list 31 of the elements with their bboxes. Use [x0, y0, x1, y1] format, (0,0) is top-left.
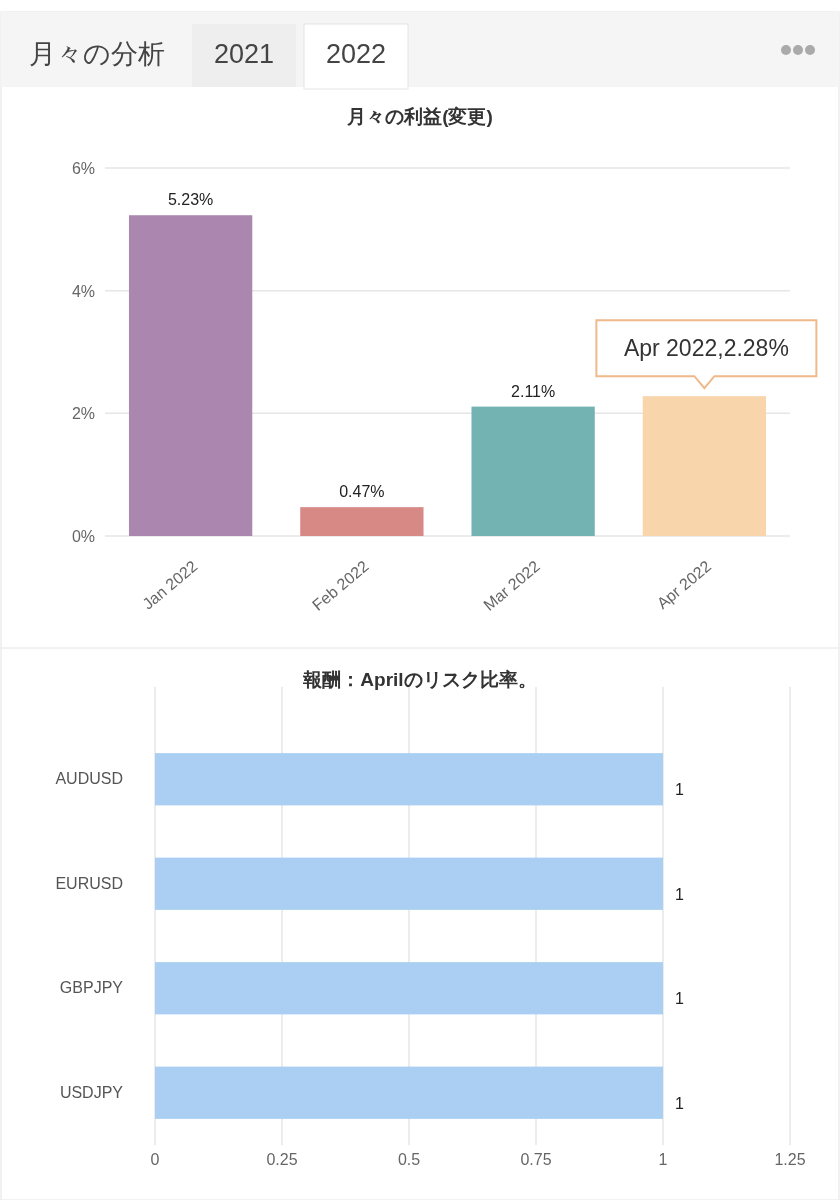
y-tick-label: 6%: [71, 160, 95, 177]
chart-title: 報酬：Aprilのリスク比率。: [302, 669, 537, 690]
text: 2021: [213, 39, 275, 69]
chart-title: 月々の利益(変更): [346, 106, 493, 127]
data-label: 2.11%: [511, 382, 556, 400]
y-tick-label: 0%: [71, 528, 95, 545]
y-tick-label: USDJPY: [59, 1083, 124, 1101]
data-label: 1: [675, 990, 684, 1008]
text: 月々の分析: [29, 39, 165, 69]
y-tick-label: AUDUSD: [55, 770, 123, 788]
y-tick-label: 4%: [71, 282, 95, 300]
y-tick-label: GBPJPY: [59, 979, 124, 997]
bar: [128, 215, 253, 536]
data-label: 1: [675, 781, 684, 799]
data-label: 5.23%: [167, 191, 214, 209]
x-tick-label: 0: [150, 1151, 160, 1168]
text: 2022: [325, 39, 387, 69]
bar: [300, 507, 424, 536]
bar: [642, 396, 767, 536]
x-tick-label: 0.75: [520, 1151, 552, 1168]
y-tick-label: 2%: [71, 405, 95, 423]
bar: [471, 406, 595, 536]
annotation: Apr 2022,2.28%: [623, 335, 789, 362]
x-tick-label: 0.5: [397, 1151, 421, 1168]
x-tick-label: 0.25: [266, 1151, 298, 1168]
y-tick-label: EURUSD: [55, 874, 123, 892]
x-tick-label: 1: [658, 1151, 668, 1168]
data-label: 0.47%: [339, 483, 385, 501]
x-tick-label: 1.25: [774, 1151, 806, 1168]
data-label: 1: [675, 1094, 684, 1112]
data-label: 1: [675, 885, 684, 903]
